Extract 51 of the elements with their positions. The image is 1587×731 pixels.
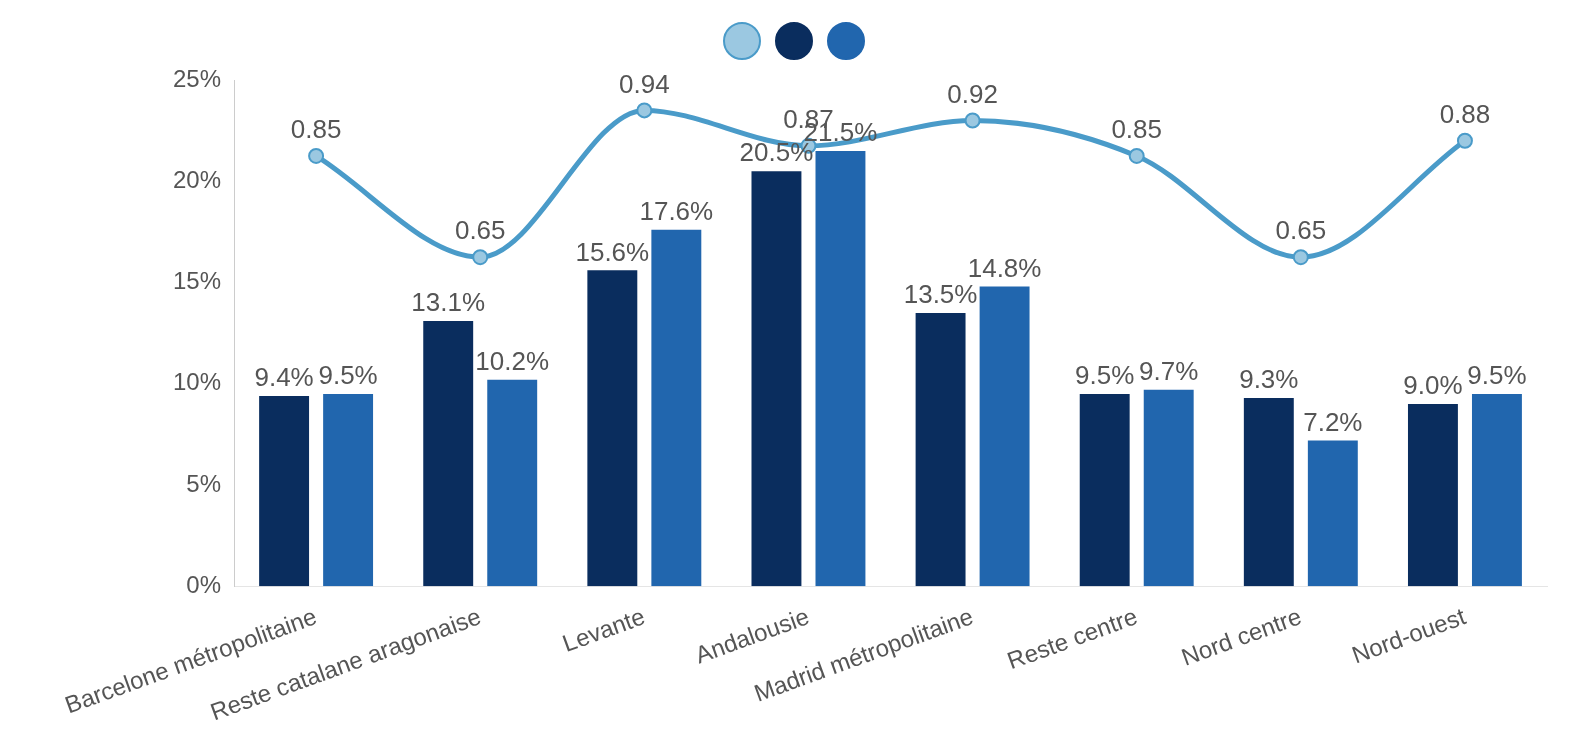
x-tick-label: Nord centre bbox=[1177, 602, 1305, 671]
bar bbox=[259, 395, 310, 587]
bar bbox=[1407, 404, 1458, 587]
bar bbox=[815, 150, 866, 587]
y-tick-label: 15% bbox=[172, 267, 222, 295]
point bbox=[1128, 147, 1145, 164]
bar bbox=[979, 286, 1030, 587]
point bbox=[472, 249, 489, 266]
bar bbox=[487, 379, 538, 587]
data-label: 13.1% bbox=[411, 287, 486, 318]
data-label: 15.6% bbox=[575, 236, 650, 267]
point bbox=[1456, 132, 1473, 149]
bar bbox=[423, 320, 474, 587]
point bbox=[1292, 249, 1309, 266]
data-label: 9.5% bbox=[318, 360, 378, 391]
data-label: 7.2% bbox=[1303, 406, 1363, 437]
y-tick-label: 5% bbox=[186, 469, 222, 497]
data-label: 0.85 bbox=[1111, 114, 1162, 145]
bar bbox=[587, 270, 638, 587]
y-tick-label: 10% bbox=[172, 368, 222, 396]
y-tick-label: 0% bbox=[186, 570, 222, 598]
data-label: 0.65 bbox=[454, 215, 506, 246]
x-tick-label: Levante bbox=[558, 602, 649, 657]
x-tick-label: Reste centre bbox=[1003, 602, 1141, 675]
point bbox=[636, 102, 653, 119]
bar bbox=[323, 393, 374, 587]
bar bbox=[1471, 393, 1522, 587]
data-label: 10.2% bbox=[475, 345, 550, 376]
bar bbox=[1307, 440, 1358, 587]
data-label: 9.4% bbox=[254, 362, 314, 393]
data-label: 9.3% bbox=[1239, 364, 1299, 395]
data-label: 17.6% bbox=[639, 196, 714, 227]
bar bbox=[751, 171, 802, 587]
bar bbox=[915, 312, 966, 587]
point bbox=[964, 112, 981, 129]
bar bbox=[1079, 393, 1130, 587]
data-label: 0.85 bbox=[290, 114, 342, 145]
y-tick-label: 25% bbox=[172, 64, 222, 92]
y-tick-label: 20% bbox=[172, 165, 222, 193]
data-label: 9.7% bbox=[1139, 356, 1199, 387]
bar bbox=[651, 229, 702, 587]
data-label: 0.65 bbox=[1275, 215, 1327, 246]
data-label: 9.5% bbox=[1467, 360, 1527, 391]
bar bbox=[1143, 389, 1194, 587]
data-label: 9.0% bbox=[1403, 370, 1463, 401]
data-label: 0.92 bbox=[947, 78, 998, 109]
data-label: 9.5% bbox=[1075, 360, 1135, 391]
data-label: 0.88 bbox=[1439, 98, 1491, 129]
data-label: 0.94 bbox=[619, 68, 670, 99]
bar bbox=[1243, 397, 1294, 587]
point bbox=[308, 147, 325, 164]
